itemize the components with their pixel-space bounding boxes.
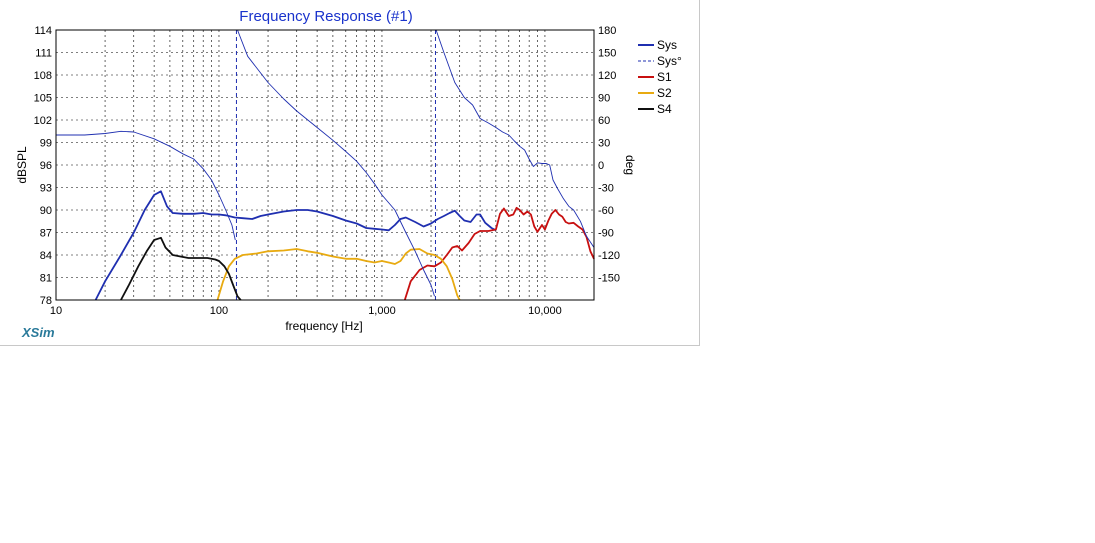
x-tick-label: 10,000 [528,305,562,317]
series-line-sys-phase-2 [237,29,435,297]
series-line-sys-phase [56,130,236,241]
legend-label: S2 [657,86,672,100]
y2-tick-label: 90 [598,93,610,105]
y-tick-label: 87 [40,228,52,240]
legend-label: S4 [657,102,672,116]
grid [56,30,594,300]
y2-tick-label: -90 [598,228,614,240]
y2-tick-label: 150 [598,48,616,60]
legend: Sys Sys° S1 S2 S4 [638,38,682,116]
y-tick-label: 84 [40,250,52,262]
axes-labels: 10 100 1,000 10,000 78 81 84 87 90 93 96 99 102 105 10… [34,25,620,317]
frequency-response-chart: 10 100 1,000 10,000 78 81 84 87 90 93 96 99 102 105 10… [15,8,682,340]
y2-tick-label: -60 [598,205,614,217]
y2-tick-label: 0 [598,160,604,172]
y2-tick-label: -120 [598,250,620,262]
y-tick-label: 108 [34,70,52,82]
xsim-logo: XSim [21,325,55,340]
series-line-sys-phase-3 [435,29,595,248]
x-axis-label: frequency [Hz] [285,319,362,333]
series-line-s1 [403,206,595,301]
y2-tick-label: -150 [598,273,620,285]
series-line-sys [94,190,497,301]
series-layer [56,29,595,301]
y-tick-label: 93 [40,183,52,195]
y-tick-label: 114 [34,25,52,37]
y2-tick-label: 120 [598,70,616,82]
y-tick-label: 99 [40,138,52,150]
y2-tick-label: 30 [598,138,610,150]
x-tick-label: 1,000 [368,305,396,317]
chart-title: Frequency Response (#1) [239,8,412,25]
x-tick-label: 10 [50,305,62,317]
chart-panel: 10 100 1,000 10,000 78 81 84 87 90 93 96 99 102 105 10… [0,0,700,346]
legend-label: Sys° [657,54,682,68]
x-tick-label: 100 [210,305,228,317]
legend-label: Sys [657,38,677,52]
y-tick-label: 90 [40,205,52,217]
y2-tick-label: 60 [598,115,610,127]
y-tick-label: 111 [35,48,52,60]
y2-tick-label: 180 [598,25,616,37]
y-tick-label: 78 [40,295,52,307]
y-tick-label: 81 [40,273,52,285]
legend-label: S1 [657,70,672,84]
y-tick-label: 105 [34,93,52,105]
series-line-s2 [216,248,461,301]
y-axis-label: dBSPL [15,146,29,184]
y-tick-label: 102 [34,115,52,127]
plot-frame [55,29,595,301]
y-tick-label: 96 [40,160,52,172]
y2-tick-label: -30 [598,183,614,195]
y2-axis-label: deg [623,155,637,175]
series-line-s4 [120,236,242,301]
